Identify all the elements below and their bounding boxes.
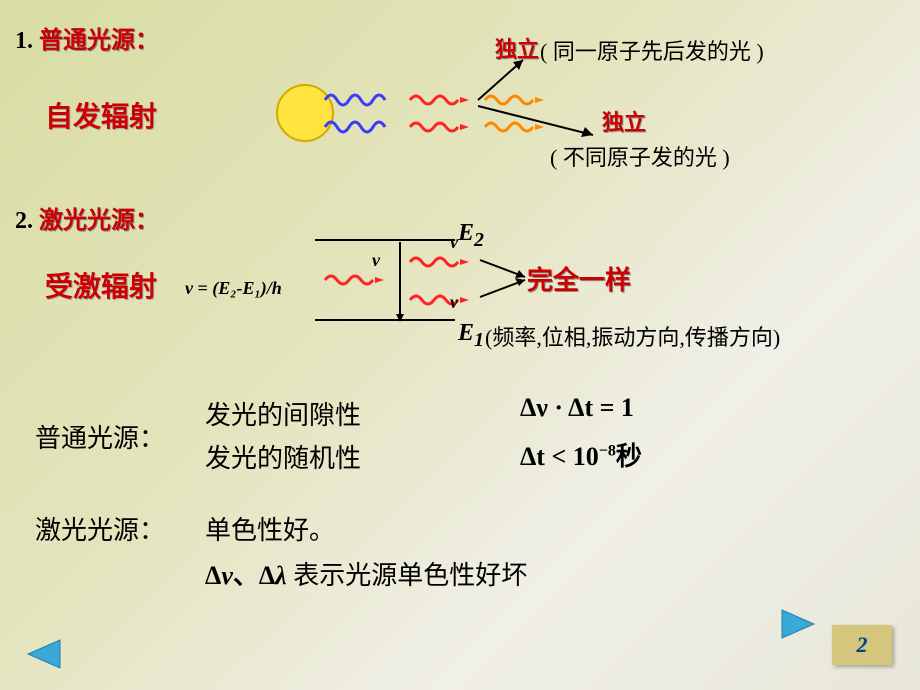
E1-sub: 1	[474, 329, 484, 351]
nu-label-3: ν	[450, 292, 458, 313]
eq2-a: Δt < 10	[520, 442, 599, 471]
indep2-note: ( 不同原子发的光 )	[550, 140, 730, 172]
same-label: 完全一样	[527, 260, 631, 297]
indep1: 独立	[495, 32, 539, 64]
section2-subtitle: 受激辐射	[45, 265, 157, 305]
indep2: 独立	[602, 105, 646, 137]
eq2-exp: −8	[599, 442, 616, 459]
nu-label-1: ν	[372, 250, 380, 271]
page-number: 2	[832, 625, 892, 665]
section1-subtitle: 自发辐射	[45, 95, 157, 135]
same-note: (频率,位相,振动方向,传播方向)	[485, 320, 780, 352]
E2-label: E	[458, 220, 474, 246]
section1-num: 1.	[15, 28, 39, 54]
nu-label-2: ν	[450, 232, 458, 253]
indep1-note: ( 同一原子先后发的光 )	[540, 34, 764, 66]
triangle-left-icon	[24, 638, 64, 670]
section-2: 2. 激光光源： 受激辐射 ν ν ν E2 E1 ν =	[50, 200, 870, 370]
next-button[interactable]	[776, 606, 820, 642]
comparison-block: 普通光源： 发光的间隙性 发光的随机性 Δν · Δt = 1 Δt < 10−…	[50, 390, 870, 590]
energy-formula: ν = (E₂-E₁)/h	[185, 278, 282, 299]
laser-prop: 单色性好。	[205, 510, 335, 547]
ordinary-label: 普通光源：	[35, 418, 165, 455]
E1-label: E	[458, 320, 474, 346]
prop1: 发光的间隙性	[205, 395, 361, 432]
triangle-right-icon	[778, 608, 818, 640]
section2-num: 2.	[15, 208, 39, 234]
eq1: Δν · Δt = 1	[520, 393, 634, 423]
prop2: 发光的随机性	[205, 438, 361, 475]
eq2-b: 秒	[616, 442, 642, 471]
prev-button[interactable]	[22, 636, 66, 672]
section1-title: 普通光源：	[39, 28, 159, 54]
section2-title: 激光光源：	[39, 208, 159, 234]
slide-content: 1. 普通光源： 自发辐射 独立	[0, 0, 920, 610]
section-1: 1. 普通光源： 自发辐射 独立	[50, 20, 870, 200]
laser-label: 激光光源：	[35, 510, 165, 547]
laser-note-text: 表示光源单色性好坏	[293, 561, 527, 590]
